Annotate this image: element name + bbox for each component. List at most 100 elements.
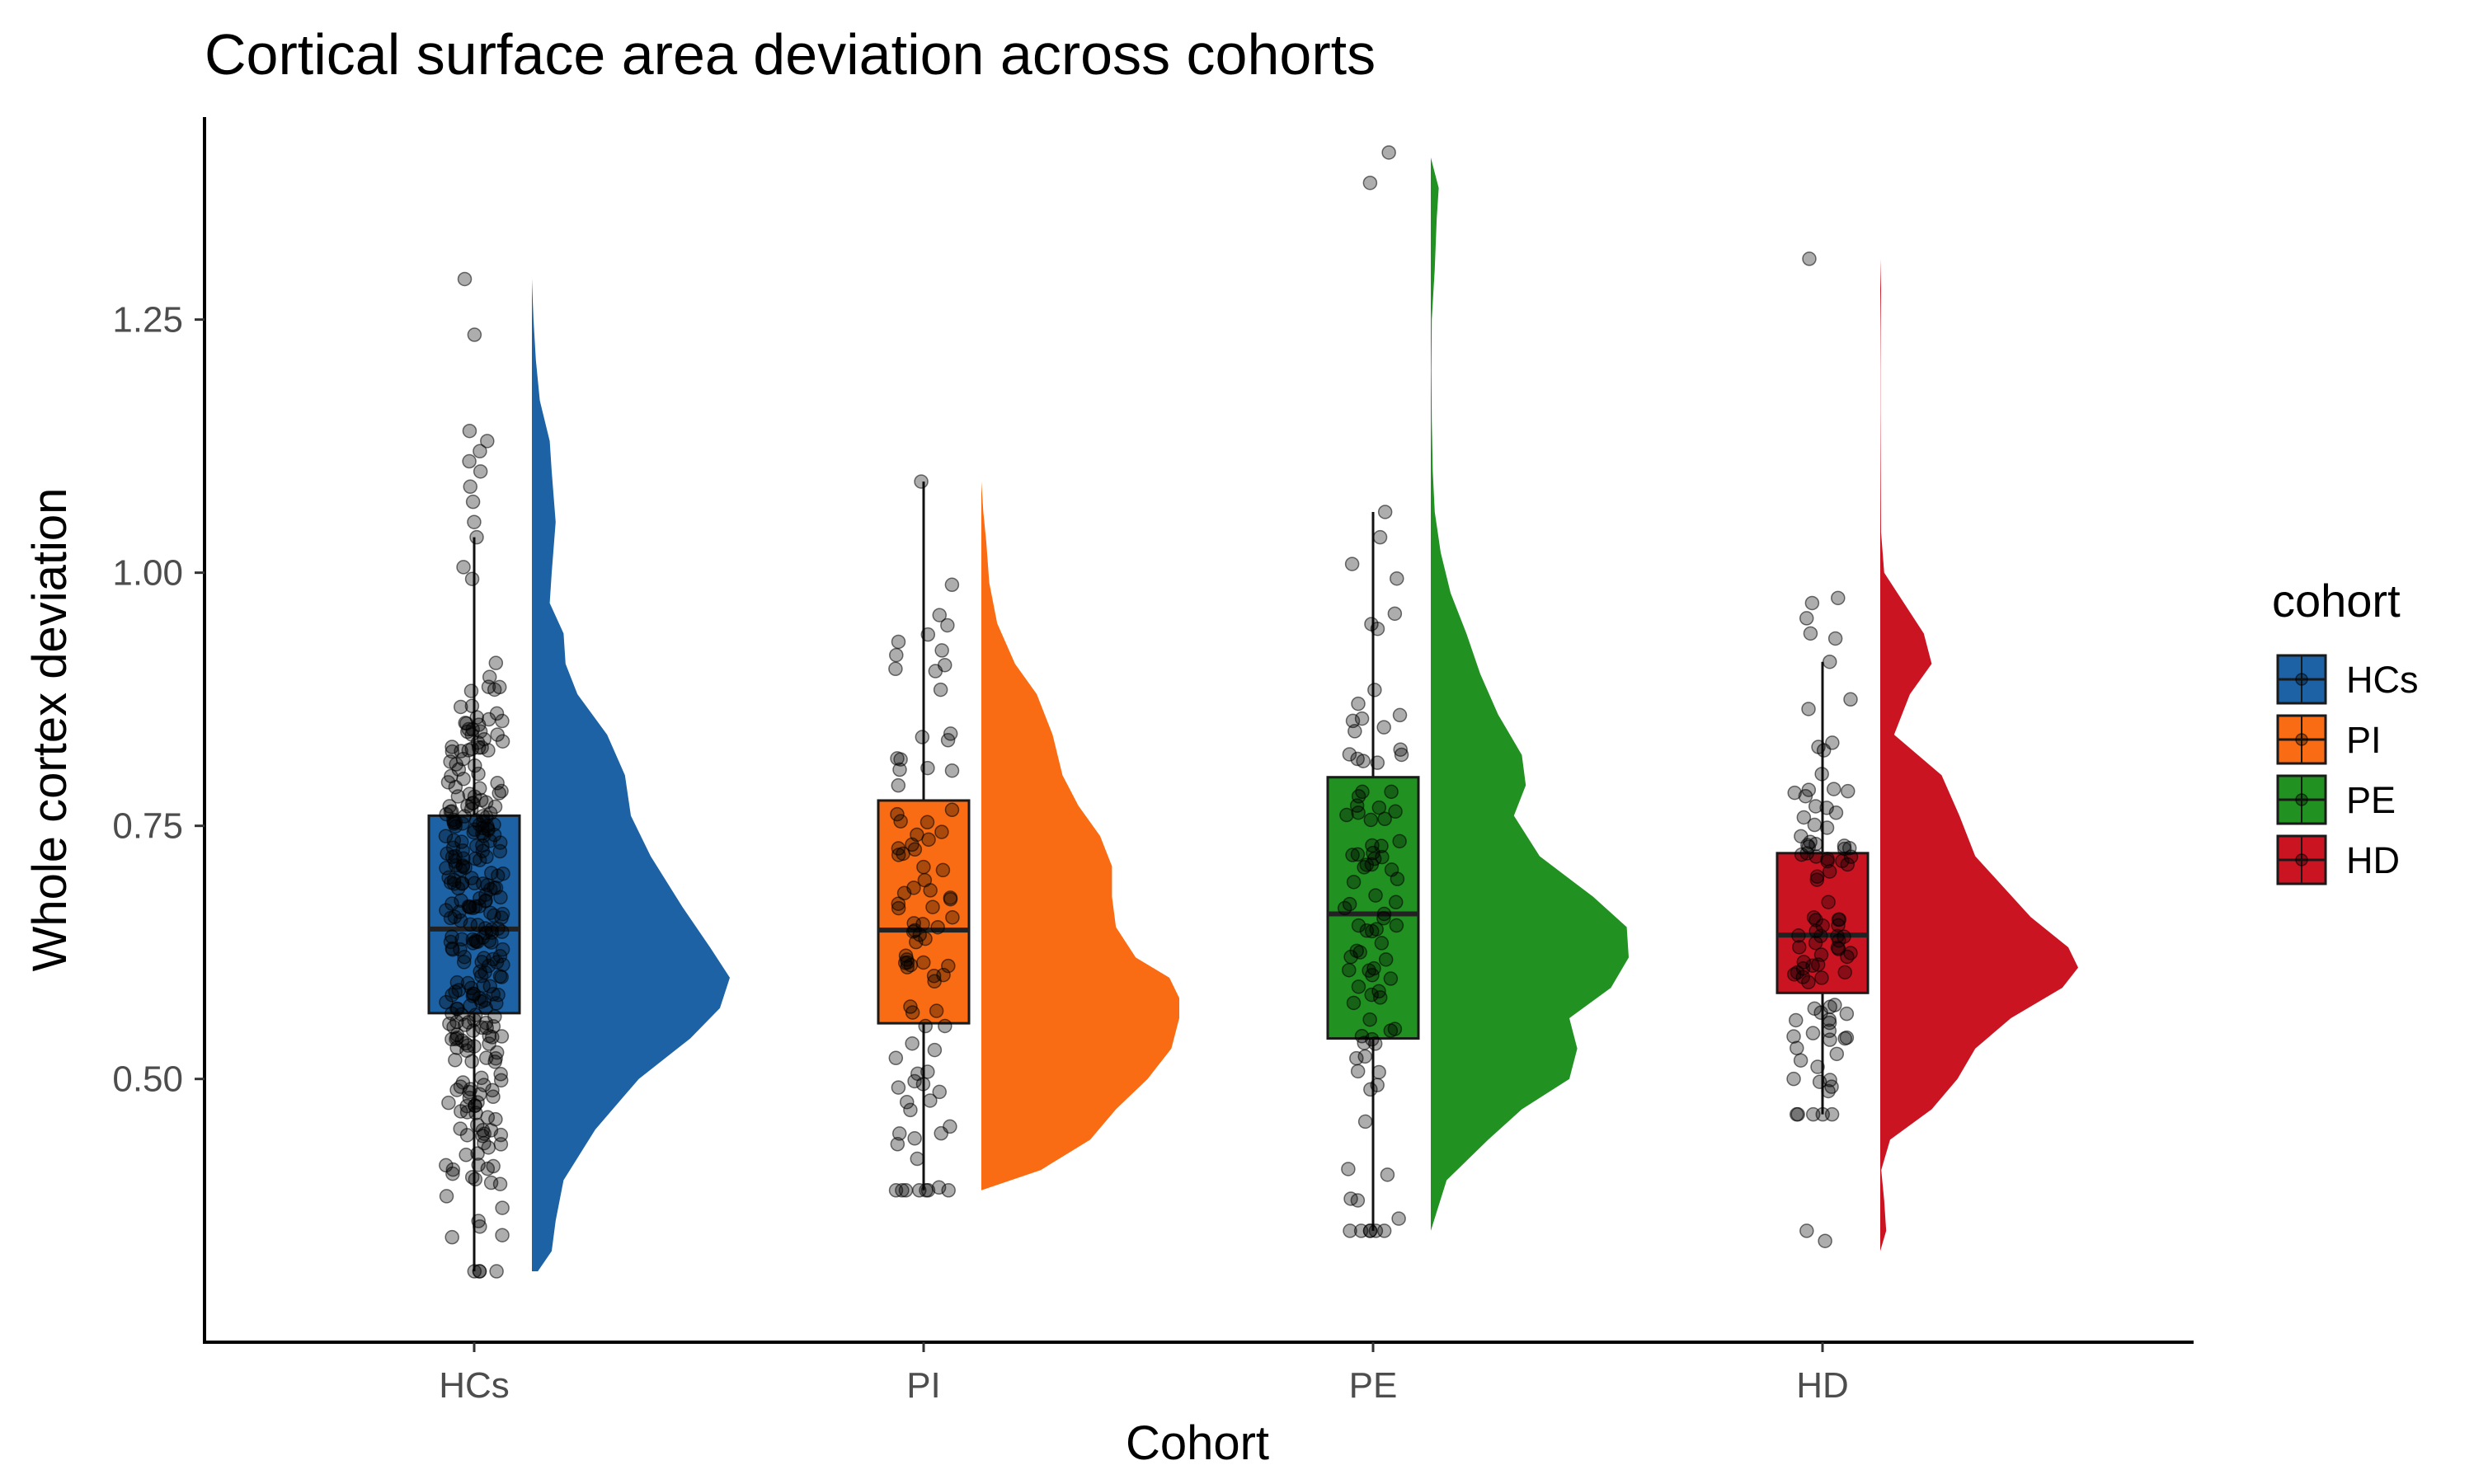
outlier-point xyxy=(1362,176,1378,190)
data-point xyxy=(482,933,497,948)
data-point xyxy=(1367,1036,1383,1051)
outlier-point xyxy=(1831,590,1846,606)
data-point xyxy=(445,1162,461,1177)
data-point xyxy=(462,1090,477,1106)
data-point xyxy=(470,1095,485,1110)
data-point xyxy=(1377,505,1393,519)
data-point xyxy=(494,970,509,984)
data-point xyxy=(486,1089,501,1105)
data-point xyxy=(1349,1050,1364,1066)
data-point xyxy=(1790,1040,1804,1056)
data-point xyxy=(494,910,509,925)
data-point xyxy=(495,1228,510,1242)
data-point xyxy=(1831,942,1846,956)
y-axis-title: Whole cortex deviation xyxy=(23,488,77,972)
data-point xyxy=(438,829,454,843)
data-point xyxy=(477,951,492,965)
outlier-point xyxy=(465,494,481,510)
data-point xyxy=(1371,1064,1386,1080)
data-point xyxy=(1843,692,1858,707)
data-point xyxy=(923,1093,938,1108)
data-point xyxy=(480,1161,496,1176)
data-point xyxy=(444,1229,459,1245)
data-point xyxy=(1823,1073,1837,1087)
data-point xyxy=(456,560,471,575)
data-point xyxy=(481,958,496,974)
outlier-point xyxy=(467,327,482,342)
chart-title: Cortical surface area deviation across c… xyxy=(205,22,1376,87)
data-point xyxy=(926,968,942,984)
data-point xyxy=(1787,785,1802,801)
data-point xyxy=(890,1137,905,1152)
data-point xyxy=(1837,1031,1852,1046)
data-point xyxy=(907,1073,922,1089)
data-point xyxy=(1801,839,1817,854)
data-point xyxy=(1829,1046,1845,1062)
data-point xyxy=(1788,1012,1804,1028)
data-point xyxy=(1376,910,1391,926)
data-point xyxy=(1357,1049,1372,1064)
data-point xyxy=(1354,711,1370,726)
data-point xyxy=(460,1038,476,1053)
legend-label: HD xyxy=(2346,839,2400,881)
data-point xyxy=(472,781,487,796)
data-point xyxy=(1364,617,1379,632)
data-point xyxy=(1814,767,1829,782)
data-point xyxy=(931,1180,947,1195)
legend-key-pe xyxy=(2276,774,2327,825)
density-hd xyxy=(1880,258,2078,1252)
data-point xyxy=(1393,742,1408,757)
data-point xyxy=(469,529,484,545)
data-point xyxy=(918,1018,933,1034)
data-point xyxy=(930,919,945,935)
data-point xyxy=(1822,1023,1837,1039)
data-point xyxy=(1392,707,1408,723)
data-point xyxy=(943,891,958,907)
data-point xyxy=(891,848,906,862)
data-point xyxy=(489,1264,504,1279)
data-point xyxy=(1813,947,1829,962)
data-point xyxy=(918,931,933,946)
data-point xyxy=(1807,817,1823,833)
data-point xyxy=(1808,935,1823,951)
data-point xyxy=(1390,571,1404,586)
data-point xyxy=(1346,995,1362,1011)
data-point xyxy=(456,955,472,970)
outlier-point xyxy=(1818,1233,1832,1248)
data-point xyxy=(1343,1191,1358,1206)
data-point xyxy=(1841,840,1857,856)
outlier-point xyxy=(1827,631,1843,646)
data-point xyxy=(495,1200,510,1215)
data-point xyxy=(928,664,943,679)
data-point xyxy=(455,858,471,873)
data-point xyxy=(892,762,907,777)
data-point xyxy=(478,795,494,810)
data-point xyxy=(932,608,948,622)
data-point xyxy=(492,679,507,695)
data-point xyxy=(915,1077,931,1092)
legend-title: cohort xyxy=(2272,575,2401,627)
outlier-point xyxy=(1799,1223,1814,1238)
data-point xyxy=(910,1151,925,1167)
data-point xyxy=(1343,949,1358,965)
data-point xyxy=(1811,740,1826,754)
data-point xyxy=(454,1104,468,1119)
data-point xyxy=(455,816,470,831)
data-point xyxy=(1366,960,1381,976)
data-point xyxy=(464,571,480,586)
data-point xyxy=(1388,895,1404,910)
data-point xyxy=(480,819,495,834)
data-point xyxy=(920,1183,936,1198)
data-point xyxy=(479,1020,494,1036)
data-point xyxy=(900,955,915,970)
data-point xyxy=(494,783,509,799)
data-point xyxy=(1819,801,1834,815)
data-point xyxy=(473,968,489,984)
data-point xyxy=(1830,928,1845,944)
data-point xyxy=(441,1095,456,1111)
data-point xyxy=(891,900,906,916)
data-point xyxy=(441,870,456,885)
data-point xyxy=(1786,1071,1801,1087)
data-point xyxy=(938,1018,952,1034)
